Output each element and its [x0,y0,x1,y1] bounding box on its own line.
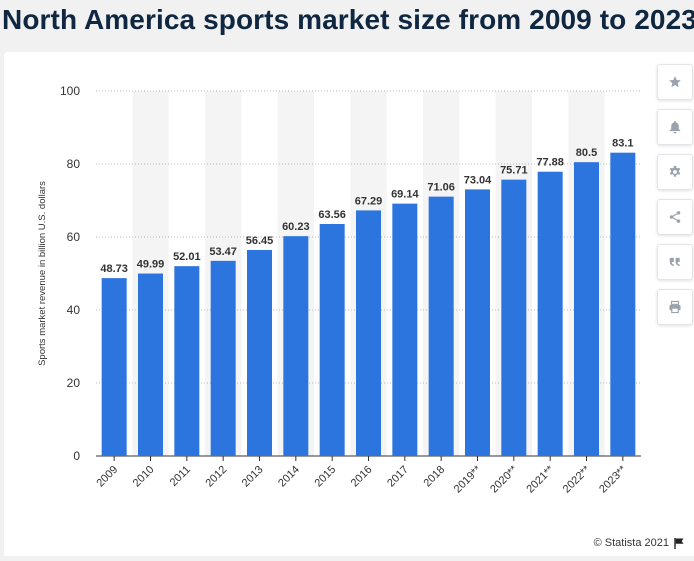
bell-icon [669,121,681,134]
bar-value-label: 52.01 [173,251,201,263]
y-tick-label: 0 [73,449,80,463]
bar-value-label: 60.23 [282,221,310,233]
bar-value-label: 83.1 [612,138,633,150]
star-icon [669,76,681,88]
x-tick-label: 2012 [203,464,229,490]
bar [247,249,272,456]
bar [392,203,418,456]
x-tick-label: 2017 [385,464,411,490]
chart-toolbar [657,64,694,334]
x-tick-label: 2013 [240,464,266,490]
bar-value-label: 75.71 [500,165,528,177]
x-tick-label: 2015 [312,464,338,490]
bar-chart: 0 20 40 60 80 100 48.73 2009 49.99 2010 52.01 2011 5… [37,84,641,495]
bar-value-label: 48.73 [100,263,128,275]
statista-credit: © Statista 2021 [594,537,684,549]
bar [210,260,236,456]
share-icon [669,211,681,223]
y-axis-label: Sports market revenue in billion U.S. do… [37,181,48,366]
x-tick-label: 2023** [597,463,629,495]
x-tick-label: 2021** [524,463,556,495]
share-button[interactable] [657,199,693,235]
bar [138,273,163,456]
print-icon [669,300,681,314]
quote-icon [669,257,680,267]
x-tick-label: 2014 [276,464,302,490]
bar-value-label: 69.14 [391,189,419,201]
x-tick-label: 2018 [421,464,447,490]
bar [283,236,309,456]
notification-button[interactable] [657,109,693,145]
bar [356,210,381,456]
bar [101,278,127,456]
y-tick-label: 80 [67,157,81,171]
x-tick-label: 2016 [349,464,375,490]
page-title: North America sports market size from 20… [2,4,694,35]
gear-icon [669,165,681,177]
y-tick-label: 60 [67,230,81,244]
x-tick-label: 2020** [488,463,520,495]
settings-button[interactable] [657,154,693,190]
bar-value-label: 67.29 [355,195,383,207]
bar [174,266,200,456]
print-button[interactable] [657,289,693,325]
bar-value-label: 49.99 [137,259,165,271]
bar [428,196,454,457]
bar [465,189,490,457]
favorite-button[interactable] [657,64,693,100]
bar [501,179,527,456]
bar [537,171,563,456]
x-tick-label: 2022** [561,463,593,495]
bar-value-label: 53.47 [209,246,237,258]
bar-value-label: 71.06 [427,182,455,194]
x-tick-label: 2009 [94,464,120,490]
y-tick-label: 100 [60,84,80,98]
y-tick-label: 40 [67,303,81,317]
y-tick-label: 20 [67,376,81,390]
bar-value-label: 73.04 [464,174,492,186]
bar-value-label: 56.45 [246,235,274,247]
bar [319,224,345,456]
bar [610,152,636,456]
x-tick-label: 2011 [168,464,193,489]
x-tick-label: 2010 [131,464,157,490]
bar-value-label: 80.5 [576,147,597,159]
chart-card: 0 20 40 60 80 100 48.73 2009 49.99 2010 52.01 2011 5… [4,52,694,556]
bar-value-label: 77.88 [536,157,564,169]
credit-text: © Statista 2021 [593,537,669,549]
bar [574,162,599,457]
cite-button[interactable] [657,244,693,280]
flag-icon [674,537,684,549]
bar-value-label: 63.56 [318,209,346,221]
x-tick-label: 2019** [452,463,484,495]
